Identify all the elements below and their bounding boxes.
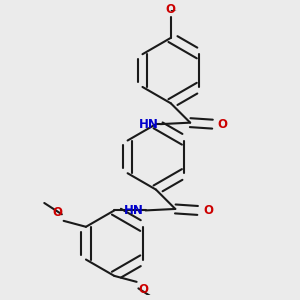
Text: O: O xyxy=(52,206,62,219)
Text: HN: HN xyxy=(139,118,159,130)
Text: O: O xyxy=(166,2,176,16)
Text: O: O xyxy=(138,283,148,296)
Text: HN: HN xyxy=(124,204,144,217)
Text: O: O xyxy=(218,118,228,130)
Text: O: O xyxy=(203,204,213,217)
